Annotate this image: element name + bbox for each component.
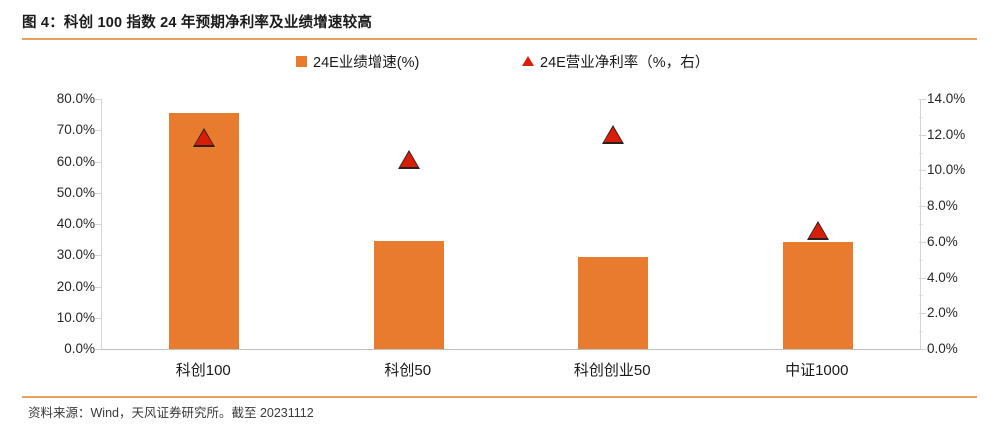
category-label-3: 科创创业50 xyxy=(573,362,651,379)
data-marker-3[interactable] xyxy=(604,126,623,142)
category-label-4: 中证1000 xyxy=(785,362,849,379)
data-marker-1[interactable] xyxy=(195,130,214,146)
right-axis-tickmark xyxy=(919,206,926,208)
left-axis-tickmark xyxy=(95,349,101,350)
category-axis-labels: 科创100 科创50 科创创业50 中证1000 xyxy=(101,358,919,384)
left-axis-tickmark xyxy=(95,99,101,100)
triangle-icon xyxy=(522,56,534,66)
right-axis-labels: 0.0% 2.0% 4.0% 6.0% 8.0% 10.0% 12.0% 14.0% xyxy=(927,91,999,356)
right-axis-tickmark xyxy=(919,277,926,279)
bar-1[interactable] xyxy=(169,112,240,349)
legend-label-bar-series: 24E业绩增速(%) xyxy=(313,54,420,71)
right-axis-tickmark xyxy=(919,349,926,350)
right-axis-minor-tickmark xyxy=(919,295,923,297)
right-axis-tick-label: 2.0% xyxy=(927,305,958,321)
right-axis-tick-label: 14.0% xyxy=(927,91,966,106)
right-axis-tick-label: 0.0% xyxy=(927,341,958,356)
data-marker-4[interactable] xyxy=(808,223,827,239)
right-axis-tickmark xyxy=(919,170,926,172)
left-axis-tick-label: 40.0% xyxy=(56,216,95,231)
bar-3[interactable] xyxy=(578,256,649,349)
right-axis-tick-label: 10.0% xyxy=(927,162,966,178)
left-axis-tickmark xyxy=(95,192,101,194)
left-axis-tickmark xyxy=(95,317,101,319)
left-axis-tickmark xyxy=(95,130,101,132)
legend-item-bar-series[interactable]: 24E业绩增速(%) xyxy=(296,50,419,72)
right-axis-minor-tickmark xyxy=(919,259,923,261)
right-axis-minor-tickmark xyxy=(919,224,923,225)
figure-title-block: 图 4：科创 100 指数 24 年预期净利率及业绩增速较高 xyxy=(22,12,977,42)
chart-plot-wrapper: 0.0% 10.0% 20.0% 30.0% 40.0% 50.0% 60.0% 70.0% 8… xyxy=(0,86,999,379)
title-divider xyxy=(22,38,977,40)
right-axis-tickmark xyxy=(919,313,926,315)
plot-area xyxy=(101,99,921,350)
figure-footer-block: 资料来源：Wind，天风证券研究所。截至 20231112 xyxy=(22,396,977,422)
source-note: 资料来源：Wind，天风证券研究所。截至 20231112 xyxy=(28,406,314,420)
right-axis-tick-label: 4.0% xyxy=(927,269,958,285)
right-axis-tickmark xyxy=(919,134,926,136)
chart-legend: 24E业绩增速(%) 24E营业净利率（%，右） xyxy=(296,50,766,72)
category-label-2: 科创50 xyxy=(384,362,432,379)
right-axis-tickmark xyxy=(919,241,926,243)
footer-divider xyxy=(22,396,977,398)
data-marker-2[interactable] xyxy=(399,151,418,167)
right-axis-minor-tickmark xyxy=(919,152,923,154)
square-icon xyxy=(296,55,307,67)
right-axis-tickmark xyxy=(919,99,926,100)
category-label-1: 科创100 xyxy=(175,362,231,379)
left-axis-tick-label: 30.0% xyxy=(56,247,95,263)
right-axis-minor-tickmark xyxy=(919,116,923,118)
bar-2[interactable] xyxy=(373,240,444,349)
right-axis-tick-label: 12.0% xyxy=(927,126,966,142)
left-axis-tickmark xyxy=(95,286,101,288)
left-axis-tick-label: 0.0% xyxy=(64,341,95,356)
left-axis-tick-label: 50.0% xyxy=(56,184,95,200)
left-axis-tickmark xyxy=(95,255,101,257)
right-axis-tick-label: 6.0% xyxy=(927,233,958,249)
right-axis-tick-label: 8.0% xyxy=(927,198,958,214)
left-axis-tickmark xyxy=(95,161,101,163)
page-title: 图 4：科创 100 指数 24 年预期净利率及业绩增速较高 xyxy=(22,15,373,31)
legend-item-marker-series[interactable]: 24E营业净利率（%，右） xyxy=(522,50,709,72)
left-axis-tick-label: 10.0% xyxy=(56,309,95,325)
left-axis-tick-label: 60.0% xyxy=(56,153,95,169)
right-axis-minor-tickmark xyxy=(919,188,923,190)
bar-4[interactable] xyxy=(782,241,853,349)
left-axis-tickmark xyxy=(95,224,101,225)
left-axis-tick-label: 70.0% xyxy=(56,122,95,138)
left-axis-tick-label: 20.0% xyxy=(56,278,95,294)
legend-label-marker-series: 24E营业净利率（%，右） xyxy=(540,54,710,71)
left-axis-labels: 0.0% 10.0% 20.0% 30.0% 40.0% 50.0% 60.0% 70.0% 8… xyxy=(20,91,95,356)
right-axis-minor-tickmark xyxy=(919,331,923,333)
left-axis-tick-label: 80.0% xyxy=(56,91,95,106)
